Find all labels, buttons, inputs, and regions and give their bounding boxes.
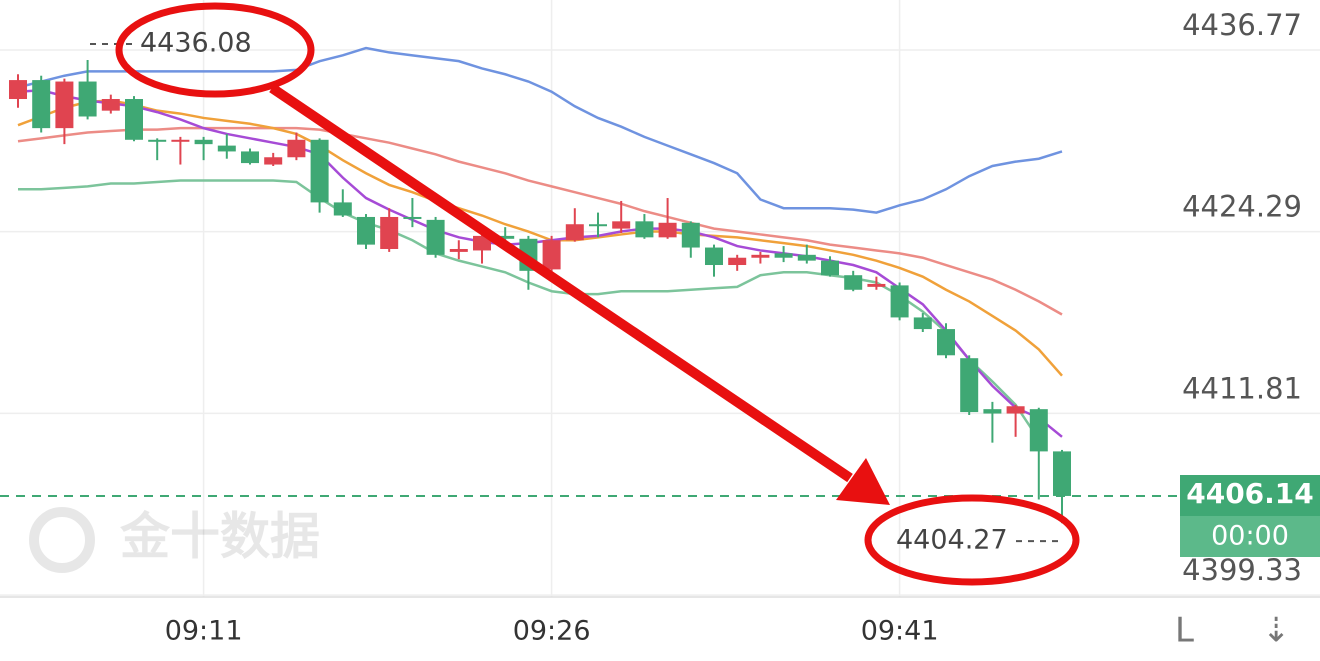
price-box-lower [1180,516,1320,557]
candle-body [171,139,190,142]
candle-body [264,157,283,165]
highlight-circle [864,494,1080,586]
watermark-logo [29,507,95,573]
indicator-line [17,46,1063,214]
indicator-line [17,99,1063,377]
candle-body [194,139,213,145]
candle-body [844,275,863,290]
candles [9,59,1071,524]
grid [0,0,1320,598]
icon[interactable]: L [1175,611,1194,651]
candle-body [960,358,979,413]
arrow-shaft [269,83,853,483]
x-tick-label: 09:26 [513,616,591,647]
candle-body [635,221,654,238]
indicator-line [17,89,1063,438]
indicator-line [17,126,1063,316]
countdown: 00:00 [1211,521,1289,552]
y-tick-label: 4436.77 [1182,8,1302,42]
x-tick-label: 09:11 [165,616,243,647]
indicator-lines [17,46,1063,441]
candle-body [983,409,1002,414]
candle-body [913,317,932,330]
candle-body [287,139,306,158]
candle-body [705,247,723,266]
high-label: 4436.08 [140,27,252,58]
candle-body [751,254,770,258]
candle-body [125,99,143,140]
watermark-group: 金十数据 [29,507,320,573]
watermark: 金十数据 [120,508,320,566]
candle-body [821,260,839,276]
candle-body [148,139,167,142]
candle-body [496,235,515,239]
candle-body [473,235,491,251]
candle-body [403,216,422,219]
candle-body [310,139,329,203]
candle-body [937,329,955,356]
low-label: 4404.27 [896,525,1008,556]
candle-body [241,151,259,164]
y-tick-label: 4399.33 [1182,553,1302,587]
candle-body [589,224,607,227]
candle-body [658,222,677,238]
candle-body [542,240,561,270]
candle-body [612,221,631,229]
candle-body [1029,409,1048,452]
indicator-line [18,179,1040,441]
candle-body [565,224,584,241]
y-tick-label: 4411.81 [1182,371,1302,405]
candle-body [32,80,51,129]
candle-body [55,81,74,129]
candle-body [357,216,375,245]
candle-body [890,285,909,318]
candle-body [426,219,445,255]
candle-body [78,81,97,117]
candle-body [867,283,886,287]
icon[interactable]: ⇣ [1262,611,1291,651]
highlight-circle [115,2,315,98]
candle-body [728,257,747,266]
candle-body [101,99,120,111]
candle-body [1053,451,1071,496]
arrow-head [836,458,890,505]
candle-body [797,254,816,261]
candle-body [333,202,352,216]
candle-body [380,216,399,249]
candle-body [681,222,700,248]
candle-body [1006,406,1025,414]
y-tick-label: 4424.29 [1182,190,1302,224]
candle-body [774,253,793,258]
candle-body [9,80,27,100]
last-price-label: 4406.14 [1186,477,1314,510]
candle-body [449,248,468,252]
candle-body [217,145,236,152]
x-tick-label: 09:41 [861,616,939,647]
